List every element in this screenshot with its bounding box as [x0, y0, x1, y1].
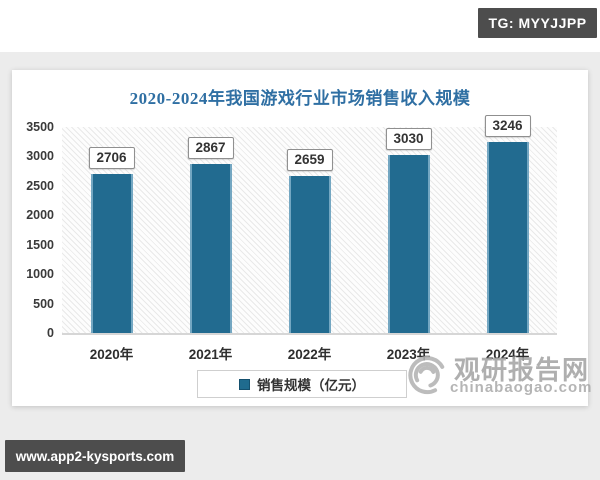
y-axis-tick-label: 2000 [26, 208, 54, 223]
x-axis-category-label: 2024年 [485, 347, 530, 362]
x-axis-category-label: 2021年 [188, 347, 233, 362]
bar-value-label: 2706 [88, 146, 135, 169]
x-axis-category-label: 2023年 [386, 347, 431, 362]
bar-2022年 [288, 176, 331, 333]
y-axis-tick-label: 500 [33, 296, 54, 311]
x-axis-category-label: 2022年 [287, 347, 332, 362]
y-axis-tick-label: 2500 [26, 178, 54, 193]
legend-swatch-icon [239, 378, 250, 390]
y-axis-tick-label: 0 [47, 326, 54, 340]
y-axis-tick-label: 1000 [26, 267, 54, 282]
bar-value-label: 3030 [385, 127, 432, 150]
bar-2020年 [90, 173, 133, 333]
y-axis-tick-label: 3500 [26, 120, 54, 134]
legend-label: 销售规模（亿元） [257, 378, 365, 393]
telegram-badge: TG: MYYJJPP [478, 8, 597, 38]
bar-2023年 [387, 154, 430, 333]
y-axis-tick-label: 1500 [26, 237, 54, 252]
chart-card: 2020-2024年我国游戏行业市场销售收入规模 0 500 1000 1500 200… [12, 70, 592, 406]
y-axis-tick-label: 3000 [26, 149, 54, 164]
website-badge: www.app2-kysports.com [5, 440, 185, 472]
x-axis-category-label: 2020年 [89, 347, 134, 362]
bar-2024年 [486, 141, 529, 333]
chart-legend: 销售规模（亿元） [197, 370, 407, 398]
bar-value-label: 2867 [187, 137, 234, 160]
bar-value-label: 2659 [286, 149, 333, 172]
bar-value-label: 3246 [484, 114, 531, 137]
bar-2021年 [189, 164, 232, 333]
watermark-domain: chinabaogao.com [450, 379, 593, 396]
chart-title: 2020-2024年我国游戏行业市场销售收入规模 [129, 89, 471, 108]
